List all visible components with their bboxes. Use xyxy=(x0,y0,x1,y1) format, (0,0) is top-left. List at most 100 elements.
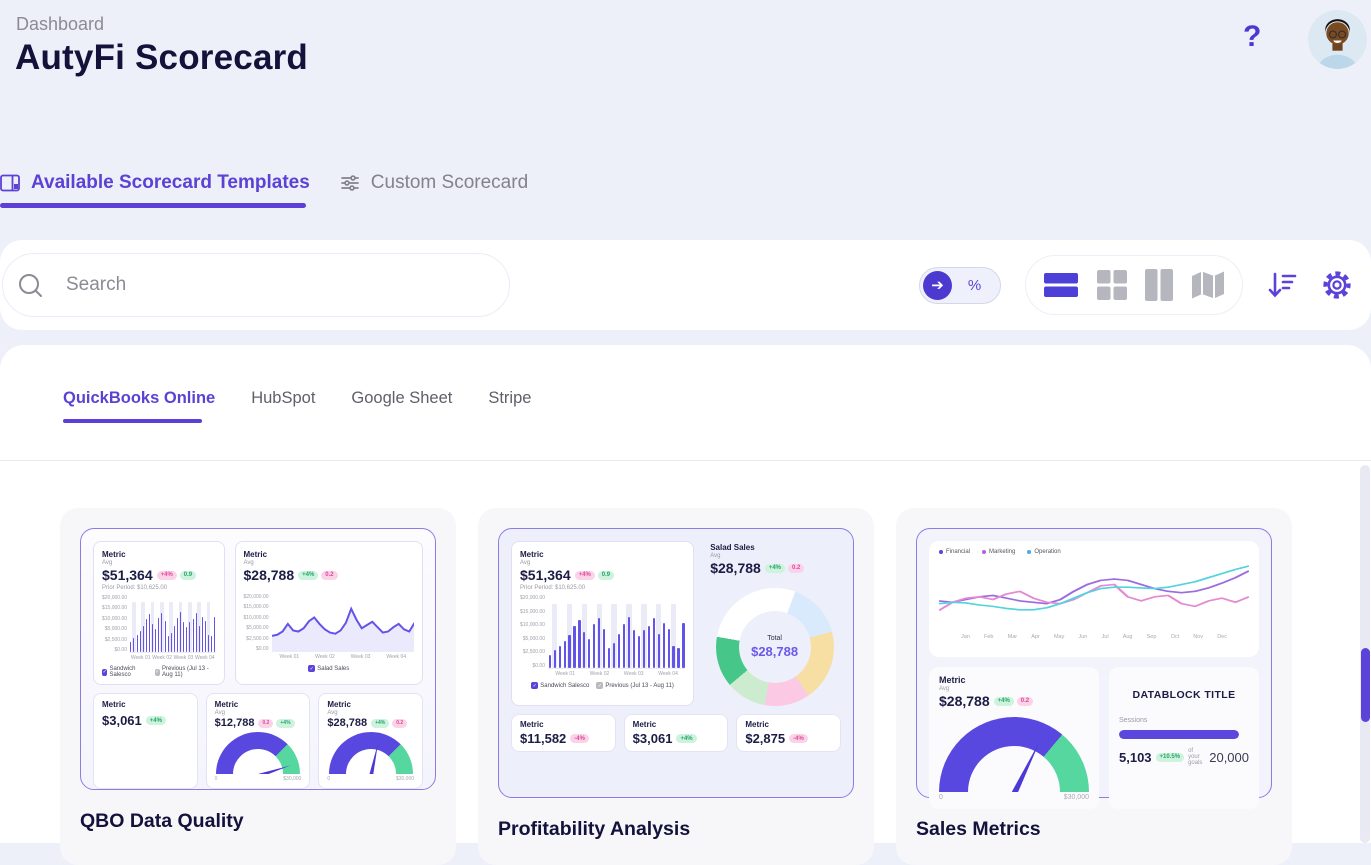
gauge-chart xyxy=(939,717,1089,792)
gauge-min: 0 xyxy=(939,794,943,801)
badges: 0.2 +4% xyxy=(258,718,295,728)
template-card-profitability-analysis[interactable]: Metric Avg $51,364 +4% 0.9 Prior Period: $… xyxy=(478,508,874,865)
sessions-value: 5,103 xyxy=(1119,749,1152,765)
sliders-icon xyxy=(340,175,359,191)
metric-value: $28,788 xyxy=(710,560,761,576)
search-icon xyxy=(19,273,42,297)
card-title: Profitability Analysis xyxy=(498,818,691,840)
scrollbar-track[interactable] xyxy=(1360,465,1370,843)
metric-value: $12,788 xyxy=(214,717,255,729)
page-title: AutyFi Scorecard xyxy=(15,38,309,77)
toolbar-actions: ➔ % xyxy=(919,255,1353,315)
source-tab-label: QuickBooks Online xyxy=(63,389,216,407)
chart-legend: ✓ Salad Sales xyxy=(308,665,350,672)
chart-legend: ✓ Sandwich Salesco ✓ Previous (Jul 13 - Aug… xyxy=(531,682,674,689)
gauge-tile: Metric Avg $28,788 +4% 0.2 0 $30,000 xyxy=(929,667,1099,809)
avg-label: Avg xyxy=(243,560,254,566)
metric-label: Metric xyxy=(520,720,544,729)
scrollbar-thumb[interactable] xyxy=(1360,648,1370,722)
columns-view-icon[interactable] xyxy=(1144,268,1174,302)
donut-chart: Total $28,788 xyxy=(715,588,834,706)
metric-tile: Metric $3,061 +4% xyxy=(623,714,729,752)
tab-available-scorecard-templates[interactable]: Available Scorecard Templates xyxy=(0,172,310,194)
sort-descending-icon[interactable] xyxy=(1267,270,1297,300)
goal-caption: of your goals xyxy=(1188,748,1203,766)
badges: +4% 0.2 xyxy=(371,718,408,728)
bar-series xyxy=(548,595,686,669)
active-source-tab-underline xyxy=(63,419,202,423)
search-input[interactable] xyxy=(66,274,446,296)
metric-label: Metric xyxy=(939,675,966,685)
metric-value: $3,061 xyxy=(102,713,142,728)
prior-period: Prior Period: $10,625.00 xyxy=(102,585,168,591)
avatar-image xyxy=(1308,10,1367,69)
settings-gear-icon[interactable] xyxy=(1321,269,1353,301)
metric-value: $2,875 xyxy=(745,731,786,746)
progress-bar xyxy=(1119,730,1239,739)
tab-label: Custom Scorecard xyxy=(370,172,529,193)
rows-view-icon[interactable] xyxy=(1043,270,1079,300)
metric-value: $11,582 xyxy=(520,731,567,746)
source-tab-quickbooks-online[interactable]: QuickBooks Online xyxy=(63,389,215,423)
donut-center-value: $28,788 xyxy=(751,644,799,659)
badges: +4% xyxy=(676,734,697,743)
x-axis: Week 01 Week 02 Week 03 Week 04 xyxy=(130,655,215,661)
template-card-sales-metrics[interactable]: Financial Marketing Operation Jan Feb Mar Apr… xyxy=(896,508,1292,865)
tab-custom-scorecard[interactable]: Custom Scorecard xyxy=(340,172,528,194)
badges: +4% xyxy=(145,716,166,725)
user-avatar[interactable] xyxy=(1308,10,1367,69)
donut-center-label: Total xyxy=(767,635,782,642)
source-tab-stripe[interactable]: Stripe xyxy=(488,389,532,407)
line-chart-panel: Financial Marketing Operation Jan Feb Mar Apr… xyxy=(929,541,1259,657)
metric-label: Metric xyxy=(632,720,657,729)
avg-label: Avg xyxy=(710,553,721,559)
area-series xyxy=(271,606,414,652)
card-thumbnail: Metric Avg $51,364 +4% 0.9 Prior Period: $… xyxy=(80,528,436,790)
gauge-tile: Metric Avg $12,788 0.2 +4% 0 $30,000 xyxy=(205,693,311,789)
view-switcher xyxy=(1025,255,1243,315)
metric-label: Metric xyxy=(745,720,769,729)
card-title: Sales Metrics xyxy=(916,818,1041,840)
source-tab-hubspot[interactable]: HubSpot xyxy=(251,389,316,407)
metric-value: $28,788 xyxy=(243,567,295,583)
template-icon xyxy=(0,174,20,192)
content-panel: QuickBooks Online HubSpot Google Sheet S… xyxy=(0,345,1371,865)
card-title: QBO Data Quality xyxy=(80,810,244,832)
gauge-max: $30,000 xyxy=(395,776,415,782)
tab-label: Available Scorecard Templates xyxy=(31,172,310,193)
source-tabs: QuickBooks Online HubSpot Google Sheet S… xyxy=(63,389,531,423)
mini-bar-chart: Metric Avg $51,364 +4% 0.9 Prior Period: $… xyxy=(93,541,225,685)
metric-value: $3,061 xyxy=(632,731,673,746)
metric-label: Metric xyxy=(214,700,239,709)
metric-label: Metric xyxy=(327,700,351,709)
prior-period: Prior Period: $10,625.00 xyxy=(520,585,586,591)
card-thumbnail: Financial Marketing Operation Jan Feb Mar Apr… xyxy=(916,528,1272,809)
metric-label: Metric xyxy=(102,550,126,559)
metric-label: Metric xyxy=(243,550,268,559)
percent-toggle[interactable]: ➔ % xyxy=(919,266,1001,304)
gauge-min: 0 xyxy=(327,776,331,782)
metric-value: $51,364 xyxy=(520,567,571,583)
gauge-tile: Metric Avg $28,788 +4% 0.2 0 $30,000 xyxy=(318,693,424,789)
section-divider xyxy=(0,460,1371,461)
map-view-icon[interactable] xyxy=(1191,270,1225,300)
badges: +4% 0.9 xyxy=(156,570,197,580)
source-tab-google-sheet[interactable]: Google Sheet xyxy=(351,389,453,407)
datablock-tile: DATABLOCK TITLE Sessions 5,103 +10.5% of… xyxy=(1109,667,1259,809)
y-axis: $20,000.00 $15,000.00 $10,000.00 $5,000.00 $… xyxy=(102,595,128,653)
help-button[interactable]: ? xyxy=(1243,20,1262,53)
growth-badge: +10.5% xyxy=(1155,752,1185,762)
gauge-max: $30,000 xyxy=(1063,794,1089,801)
line-series xyxy=(939,565,1249,612)
metric-value: $28,788 xyxy=(327,717,368,729)
template-card-qbo-data-quality[interactable]: Metric Avg $51,364 +4% 0.9 Prior Period: $… xyxy=(60,508,456,865)
avg-label: Avg xyxy=(520,560,531,566)
avg-label: Avg xyxy=(102,560,113,566)
avg-label: Avg xyxy=(327,710,338,716)
badges: +4% 0.2 xyxy=(764,563,805,573)
metric-tile: Metric $3,061 +4% xyxy=(93,693,198,789)
search-box[interactable] xyxy=(2,253,510,317)
toolbar: ➔ % xyxy=(0,240,1371,330)
grid-view-icon[interactable] xyxy=(1096,269,1128,301)
badges: +4% 0.9 xyxy=(574,570,615,580)
